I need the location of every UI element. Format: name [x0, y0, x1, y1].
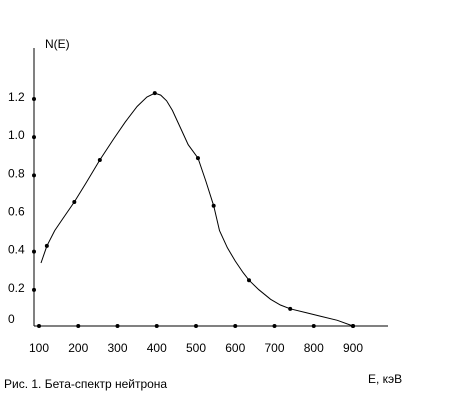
y-tick-labels: 0 0.2 0.4 0.6 0.8 1.0 1.2 [8, 90, 25, 326]
y-axis-point [32, 97, 36, 101]
x-axis-point [37, 324, 41, 328]
y-tick-label: 0.6 [8, 205, 25, 219]
y-axis-point [32, 287, 36, 292]
x-tick-label: 100 [29, 341, 49, 355]
y-tick-label: 0.4 [8, 243, 25, 257]
x-tick-label: 600 [225, 341, 245, 355]
x-axis-point [311, 324, 316, 328]
x-axis-point [351, 324, 355, 328]
x-tick-labels: 100 200 300 400 500 600 700 800 900 [29, 341, 363, 355]
x-axis-point [272, 324, 277, 328]
data-point [246, 278, 251, 283]
x-axis-point [115, 324, 120, 328]
y-tick-label: 1.0 [8, 128, 25, 142]
y-tick-label: 0.8 [8, 166, 25, 180]
x-axis-point [76, 324, 81, 328]
y-axis-point [32, 249, 36, 254]
axis-markers [32, 97, 355, 328]
data-point [211, 203, 216, 208]
y-tick-label: 0 [8, 312, 15, 326]
x-tick-label: 500 [186, 341, 206, 355]
data-point [288, 306, 293, 311]
data-point [44, 243, 49, 248]
y-axis-label: N(E) [45, 37, 70, 51]
x-axis-point [233, 324, 238, 328]
x-tick-label: 900 [343, 341, 363, 355]
spectrum-curve [40, 92, 354, 327]
figure-caption: Рис. 1. Бета-спектр нейтрона [4, 377, 167, 391]
data-markers [44, 91, 355, 328]
x-axis-point [194, 324, 198, 328]
data-point [72, 199, 77, 204]
x-axis-point [154, 324, 159, 328]
x-tick-label: 800 [304, 341, 324, 355]
y-axis-point [32, 173, 36, 178]
data-point [195, 156, 200, 161]
y-tick-label: 0.2 [8, 281, 25, 295]
y-axis-point [32, 135, 36, 140]
y-tick-label: 1.2 [8, 90, 25, 104]
x-tick-label: 400 [147, 341, 167, 355]
x-tick-label: 700 [264, 341, 284, 355]
data-point [97, 157, 102, 162]
x-axis-label: E, кэВ [368, 372, 402, 386]
x-tick-label: 300 [107, 341, 127, 355]
x-tick-label: 200 [68, 341, 88, 355]
data-point [152, 91, 157, 96]
